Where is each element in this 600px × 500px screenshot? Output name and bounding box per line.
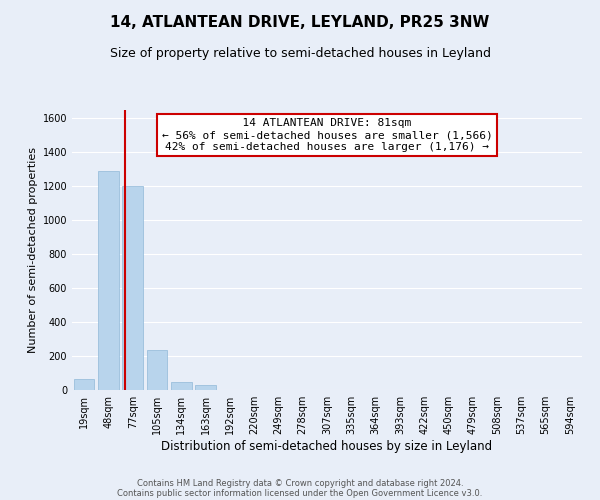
Bar xyxy=(122,186,143,390)
Y-axis label: Number of semi-detached properties: Number of semi-detached properties xyxy=(28,147,38,353)
X-axis label: Distribution of semi-detached houses by size in Leyland: Distribution of semi-detached houses by … xyxy=(161,440,493,453)
Text: Size of property relative to semi-detached houses in Leyland: Size of property relative to semi-detach… xyxy=(110,48,491,60)
Text: Contains HM Land Registry data © Crown copyright and database right 2024.: Contains HM Land Registry data © Crown c… xyxy=(137,478,463,488)
Text: 14, ATLANTEAN DRIVE, LEYLAND, PR25 3NW: 14, ATLANTEAN DRIVE, LEYLAND, PR25 3NW xyxy=(110,15,490,30)
Text: Contains public sector information licensed under the Open Government Licence v3: Contains public sector information licen… xyxy=(118,488,482,498)
Bar xyxy=(98,171,119,390)
Bar xyxy=(171,382,191,390)
Text: 14 ATLANTEAN DRIVE: 81sqm  
← 56% of semi-detached houses are smaller (1,566)
42: 14 ATLANTEAN DRIVE: 81sqm ← 56% of semi-… xyxy=(161,118,493,152)
Bar xyxy=(74,379,94,390)
Bar xyxy=(195,385,216,390)
Bar xyxy=(146,350,167,390)
